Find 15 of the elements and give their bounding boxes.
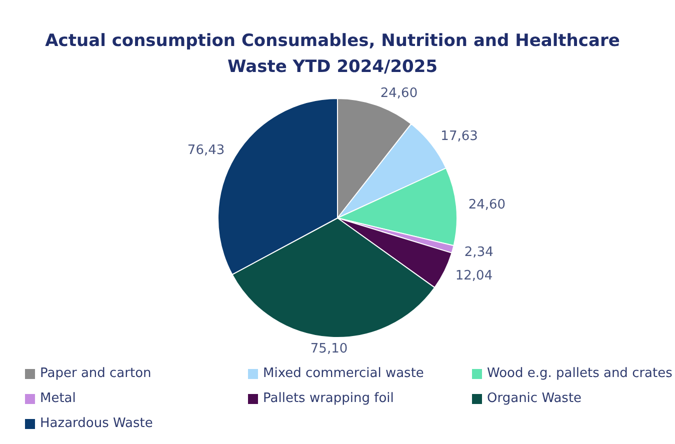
legend-label: Organic Waste <box>487 391 582 406</box>
legend-label: Mixed commercial waste <box>263 366 424 381</box>
data-label: 2,34 <box>464 244 494 260</box>
legend-label: Wood e.g. pallets and crates <box>487 366 672 381</box>
data-label: 76,43 <box>187 142 225 158</box>
legend-label: Hazardous Waste <box>40 416 153 431</box>
legend-label: Metal <box>40 391 76 406</box>
chart-title: Actual consumption Consumables, Nutrition and Healthcare Waste YTD 2024/2025 <box>44 30 621 79</box>
data-label: 75,10 <box>310 342 348 357</box>
data-label: 12,04 <box>455 268 493 284</box>
legend-label: Paper and carton <box>40 366 152 381</box>
legend-label: Pallets wrapping foil <box>263 391 394 406</box>
data-label: 24,60 <box>380 86 418 102</box>
data-label: 17,63 <box>440 128 478 144</box>
data-label: 24,60 <box>468 197 506 212</box>
